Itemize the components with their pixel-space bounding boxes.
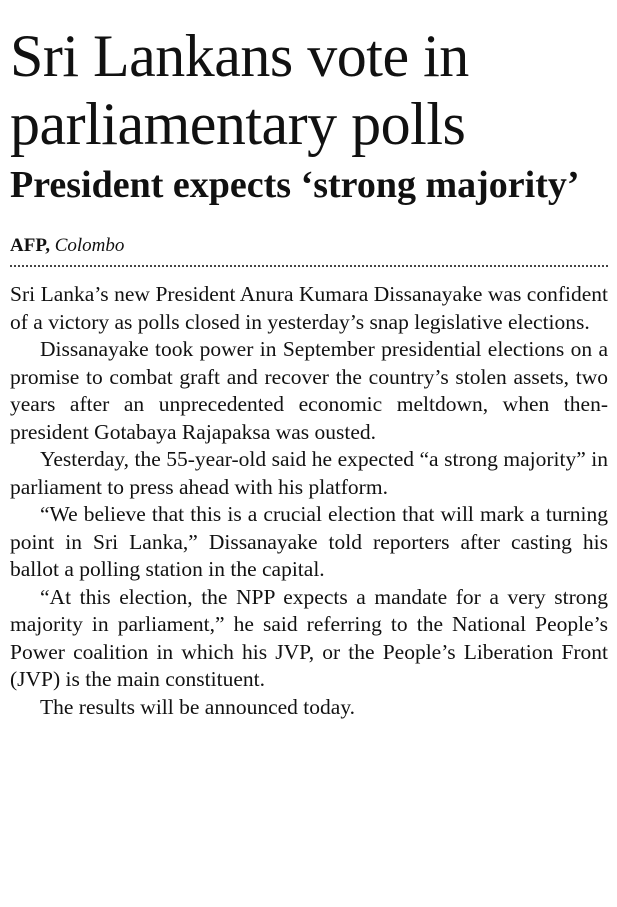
byline-location: Colombo	[54, 235, 125, 256]
paragraph: The results will be announced today.	[40, 694, 356, 719]
paragraph: “At this election, the NPP expects a man…	[10, 584, 608, 692]
byline-agency: AFP,	[10, 235, 50, 256]
paragraph: Yesterday, the 55-year-old said he expec…	[10, 447, 608, 499]
byline: AFP, Colombo	[10, 234, 608, 258]
paragraph: Dissanayake took power in September pres…	[10, 337, 608, 444]
subheadline: President expects ‘strong majority’	[10, 164, 580, 206]
headline: Sri Lankans vote in parliamentary polls	[10, 23, 469, 157]
article-body: Sri Lanka’s new President Anura Kumara D…	[10, 281, 608, 721]
dotted-divider	[10, 265, 608, 267]
paragraph: “We believe that this is a crucial elect…	[10, 502, 608, 581]
paragraph: Sri Lanka’s new President Anura Kumara D…	[10, 282, 608, 334]
news-article: Sri Lankans vote in parliamentary polls …	[10, 0, 608, 721]
